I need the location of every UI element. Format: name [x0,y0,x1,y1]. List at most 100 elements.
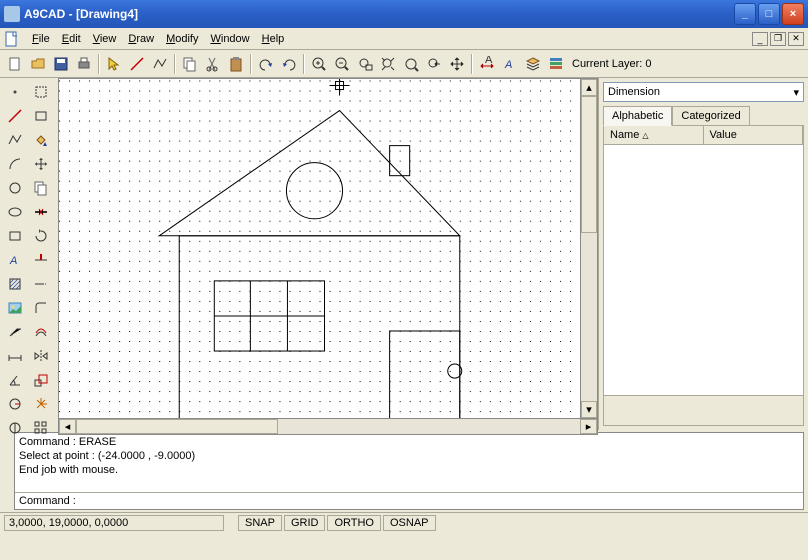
tool-copy[interactable] [28,176,54,200]
tool-offset[interactable] [28,320,54,344]
toolbar-separator [303,54,305,74]
snap-toggle[interactable]: SNAP [238,515,282,531]
mdi-restore-button[interactable]: ❐ [770,32,786,46]
maximize-button[interactable]: □ [758,3,780,25]
tool-ellipse[interactable] [2,200,28,224]
redo-button[interactable] [278,53,300,75]
zoomin-button[interactable] [308,53,330,75]
menu-modify[interactable]: Modify [160,31,204,47]
mdi-minimize-button[interactable]: _ [752,32,768,46]
tool-dimradius[interactable] [2,392,28,416]
property-grid-header: Name △ Value [604,126,803,145]
dropdown-value: Dimension [608,86,660,98]
mdi-close-button[interactable]: ✕ [788,32,804,46]
menu-view[interactable]: View [87,31,123,47]
ortho-toggle[interactable]: ORTHO [327,515,381,531]
tool-rectangle[interactable] [28,104,54,128]
tool-dimlinear[interactable] [2,344,28,368]
tool-rotate[interactable] [28,224,54,248]
undo-button[interactable] [255,53,277,75]
layers-button[interactable] [522,53,544,75]
tool-scale[interactable] [28,368,54,392]
drawing-canvas[interactable] [58,78,581,419]
tool-fillet[interactable] [28,296,54,320]
menu-edit[interactable]: Edit [56,31,87,47]
copy-button[interactable] [179,53,201,75]
tool-break[interactable] [28,200,54,224]
menu-file[interactable]: File [26,31,56,47]
new-button[interactable] [4,53,26,75]
tool-explode[interactable] [28,392,54,416]
zoomextents-button[interactable] [377,53,399,75]
tool-text[interactable]: A [2,248,28,272]
status-bar: 3,0000, 19,0000, 0,0000 SNAP GRID ORTHO … [0,512,808,532]
tab-alphabetic[interactable]: Alphabetic [603,106,672,126]
column-value[interactable]: Value [704,126,804,144]
scroll-down-arrow[interactable]: ▾ [581,401,597,418]
tool-arc[interactable] [2,152,28,176]
horizontal-scrollbar[interactable]: ◂ ▸ [58,419,598,435]
tool-polyline[interactable] [2,128,28,152]
property-grid: Name △ Value [603,125,804,426]
hscroll-thumb[interactable] [76,419,278,434]
command-prompt: Command : [19,495,76,507]
command-log-line: Select at point : (-24.0000 , -9.0000) [19,449,799,463]
text-button[interactable]: A [499,53,521,75]
toolbar-separator [471,54,473,74]
minimize-button[interactable]: _ [734,3,756,25]
dimension-button[interactable]: A [476,53,498,75]
scroll-right-arrow[interactable]: ▸ [580,419,597,434]
document-icon [4,31,20,47]
osnap-toggle[interactable]: OSNAP [383,515,436,531]
scroll-left-arrow[interactable]: ◂ [59,419,76,434]
tool-rect-select[interactable] [28,80,54,104]
open-button[interactable] [27,53,49,75]
close-button[interactable]: × [782,3,804,25]
zoomall-button[interactable] [400,53,422,75]
vertical-scrollbar[interactable]: ▴ ▾ [581,78,598,419]
current-layer-label: Current Layer: 0 [572,58,651,70]
command-line[interactable]: Command : [15,492,803,509]
tool-trim[interactable] [28,248,54,272]
tool-move[interactable] [28,152,54,176]
save-button[interactable] [50,53,72,75]
properties-panel: Dimension ▾ Alphabetic Categorized Name … [598,78,808,430]
command-area: Command : ERASESelect at point : (-24.00… [14,432,804,510]
column-name[interactable]: Name △ [604,126,704,144]
left-toolbox: A [0,78,58,430]
tool-dimangular[interactable] [2,368,28,392]
tool-mirror[interactable] [28,344,54,368]
props-button[interactable] [545,53,567,75]
tool-rectangle2[interactable] [2,224,28,248]
property-grid-body [604,145,803,395]
tool-image[interactable] [2,296,28,320]
menu-help[interactable]: Help [256,31,291,47]
line-button[interactable] [126,53,148,75]
pan-button[interactable] [446,53,468,75]
tab-categorized[interactable]: Categorized [672,106,749,126]
paste-button[interactable] [225,53,247,75]
tool-dimleader[interactable] [2,320,28,344]
zoomprev-button[interactable] [423,53,445,75]
tool-point[interactable] [2,80,28,104]
toolbar-separator [250,54,252,74]
tool-hatch[interactable] [2,272,28,296]
pointer-button[interactable] [103,53,125,75]
zoomwindow-button[interactable] [354,53,376,75]
property-type-dropdown[interactable]: Dimension ▾ [603,82,804,102]
polyline-button[interactable] [149,53,171,75]
command-log-line: Command : ERASE [19,435,799,449]
zoomout-button[interactable] [331,53,353,75]
grid-toggle[interactable]: GRID [284,515,326,531]
tool-circle[interactable] [2,176,28,200]
vscroll-thumb[interactable] [581,96,597,233]
menu-window[interactable]: Window [204,31,255,47]
print-button[interactable] [73,53,95,75]
scroll-up-arrow[interactable]: ▴ [581,79,597,96]
tool-extend[interactable] [28,272,54,296]
tool-line[interactable] [2,104,28,128]
tool-fill[interactable] [28,128,54,152]
menu-draw[interactable]: Draw [122,31,160,47]
svg-text:A: A [9,255,17,267]
cut-button[interactable] [202,53,224,75]
